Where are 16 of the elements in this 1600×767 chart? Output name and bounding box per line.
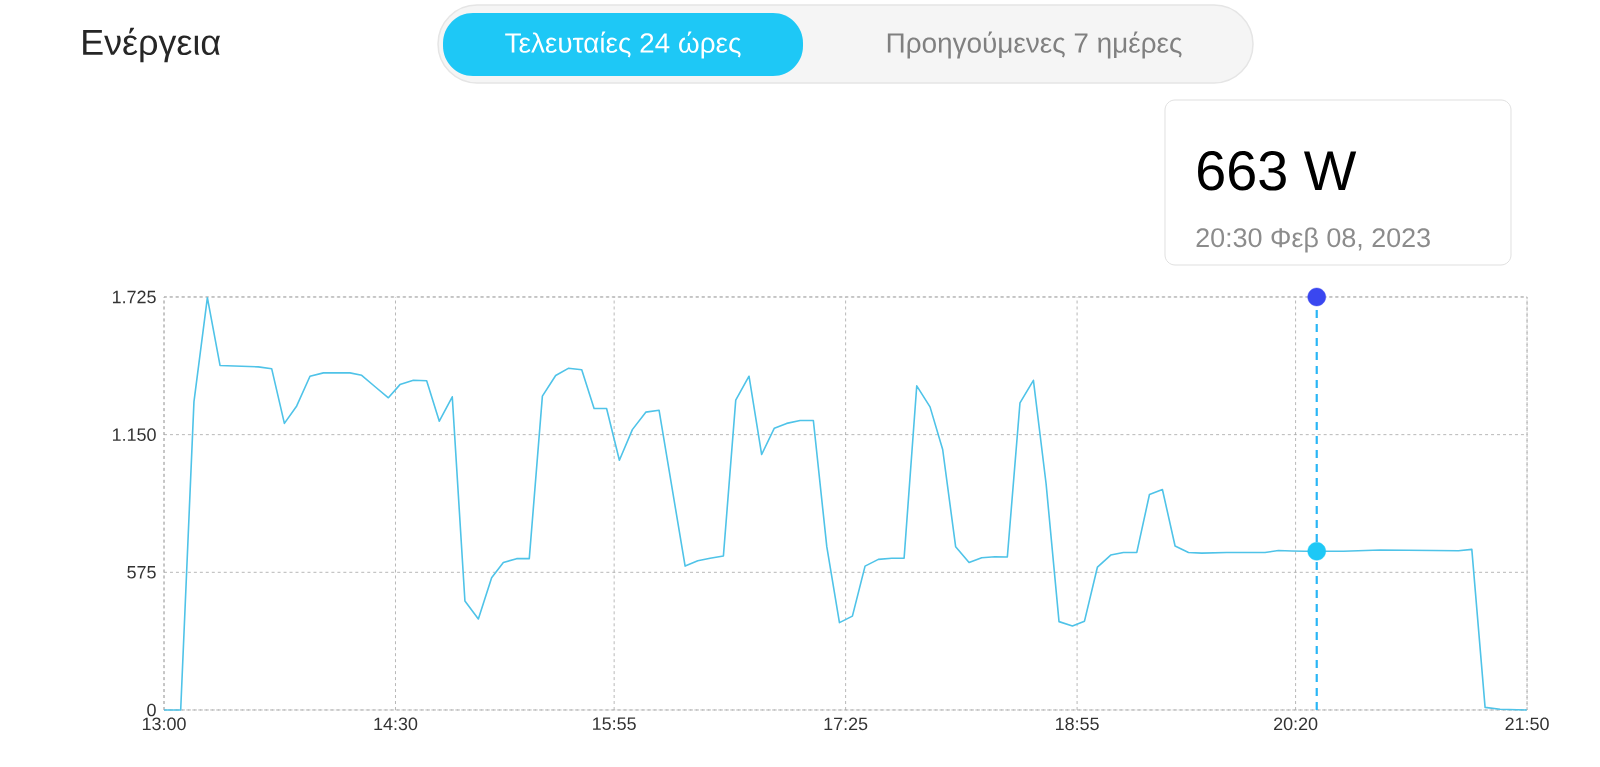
x-tick-label: 17:25 xyxy=(824,717,868,731)
x-tick-label: 20:20 xyxy=(1274,717,1318,731)
x-tick-label: 15:55 xyxy=(593,717,636,731)
y-tick-label: 1.725 xyxy=(112,290,156,304)
text: 663 W xyxy=(1198,151,1357,191)
chart-title: Ενέργεια xyxy=(83,27,221,63)
x-tick-label: 21:50 xyxy=(1505,717,1549,731)
x-tick-label: 18:55 xyxy=(1056,717,1099,731)
x-tick-label: 13:00 xyxy=(142,717,186,731)
x-tick-label: 14:30 xyxy=(374,717,418,731)
text: Τελευταίες 24 ώρες xyxy=(505,31,741,59)
y-tick-label: 0 xyxy=(147,703,156,717)
text: 20:30 Φεβ 08, 2023 xyxy=(1196,227,1430,253)
y-tick-label: 1.150 xyxy=(112,428,156,441)
text: Προηγούμενες 7 ημέρες xyxy=(887,31,1182,59)
y-tick-label: 575 xyxy=(127,566,156,579)
